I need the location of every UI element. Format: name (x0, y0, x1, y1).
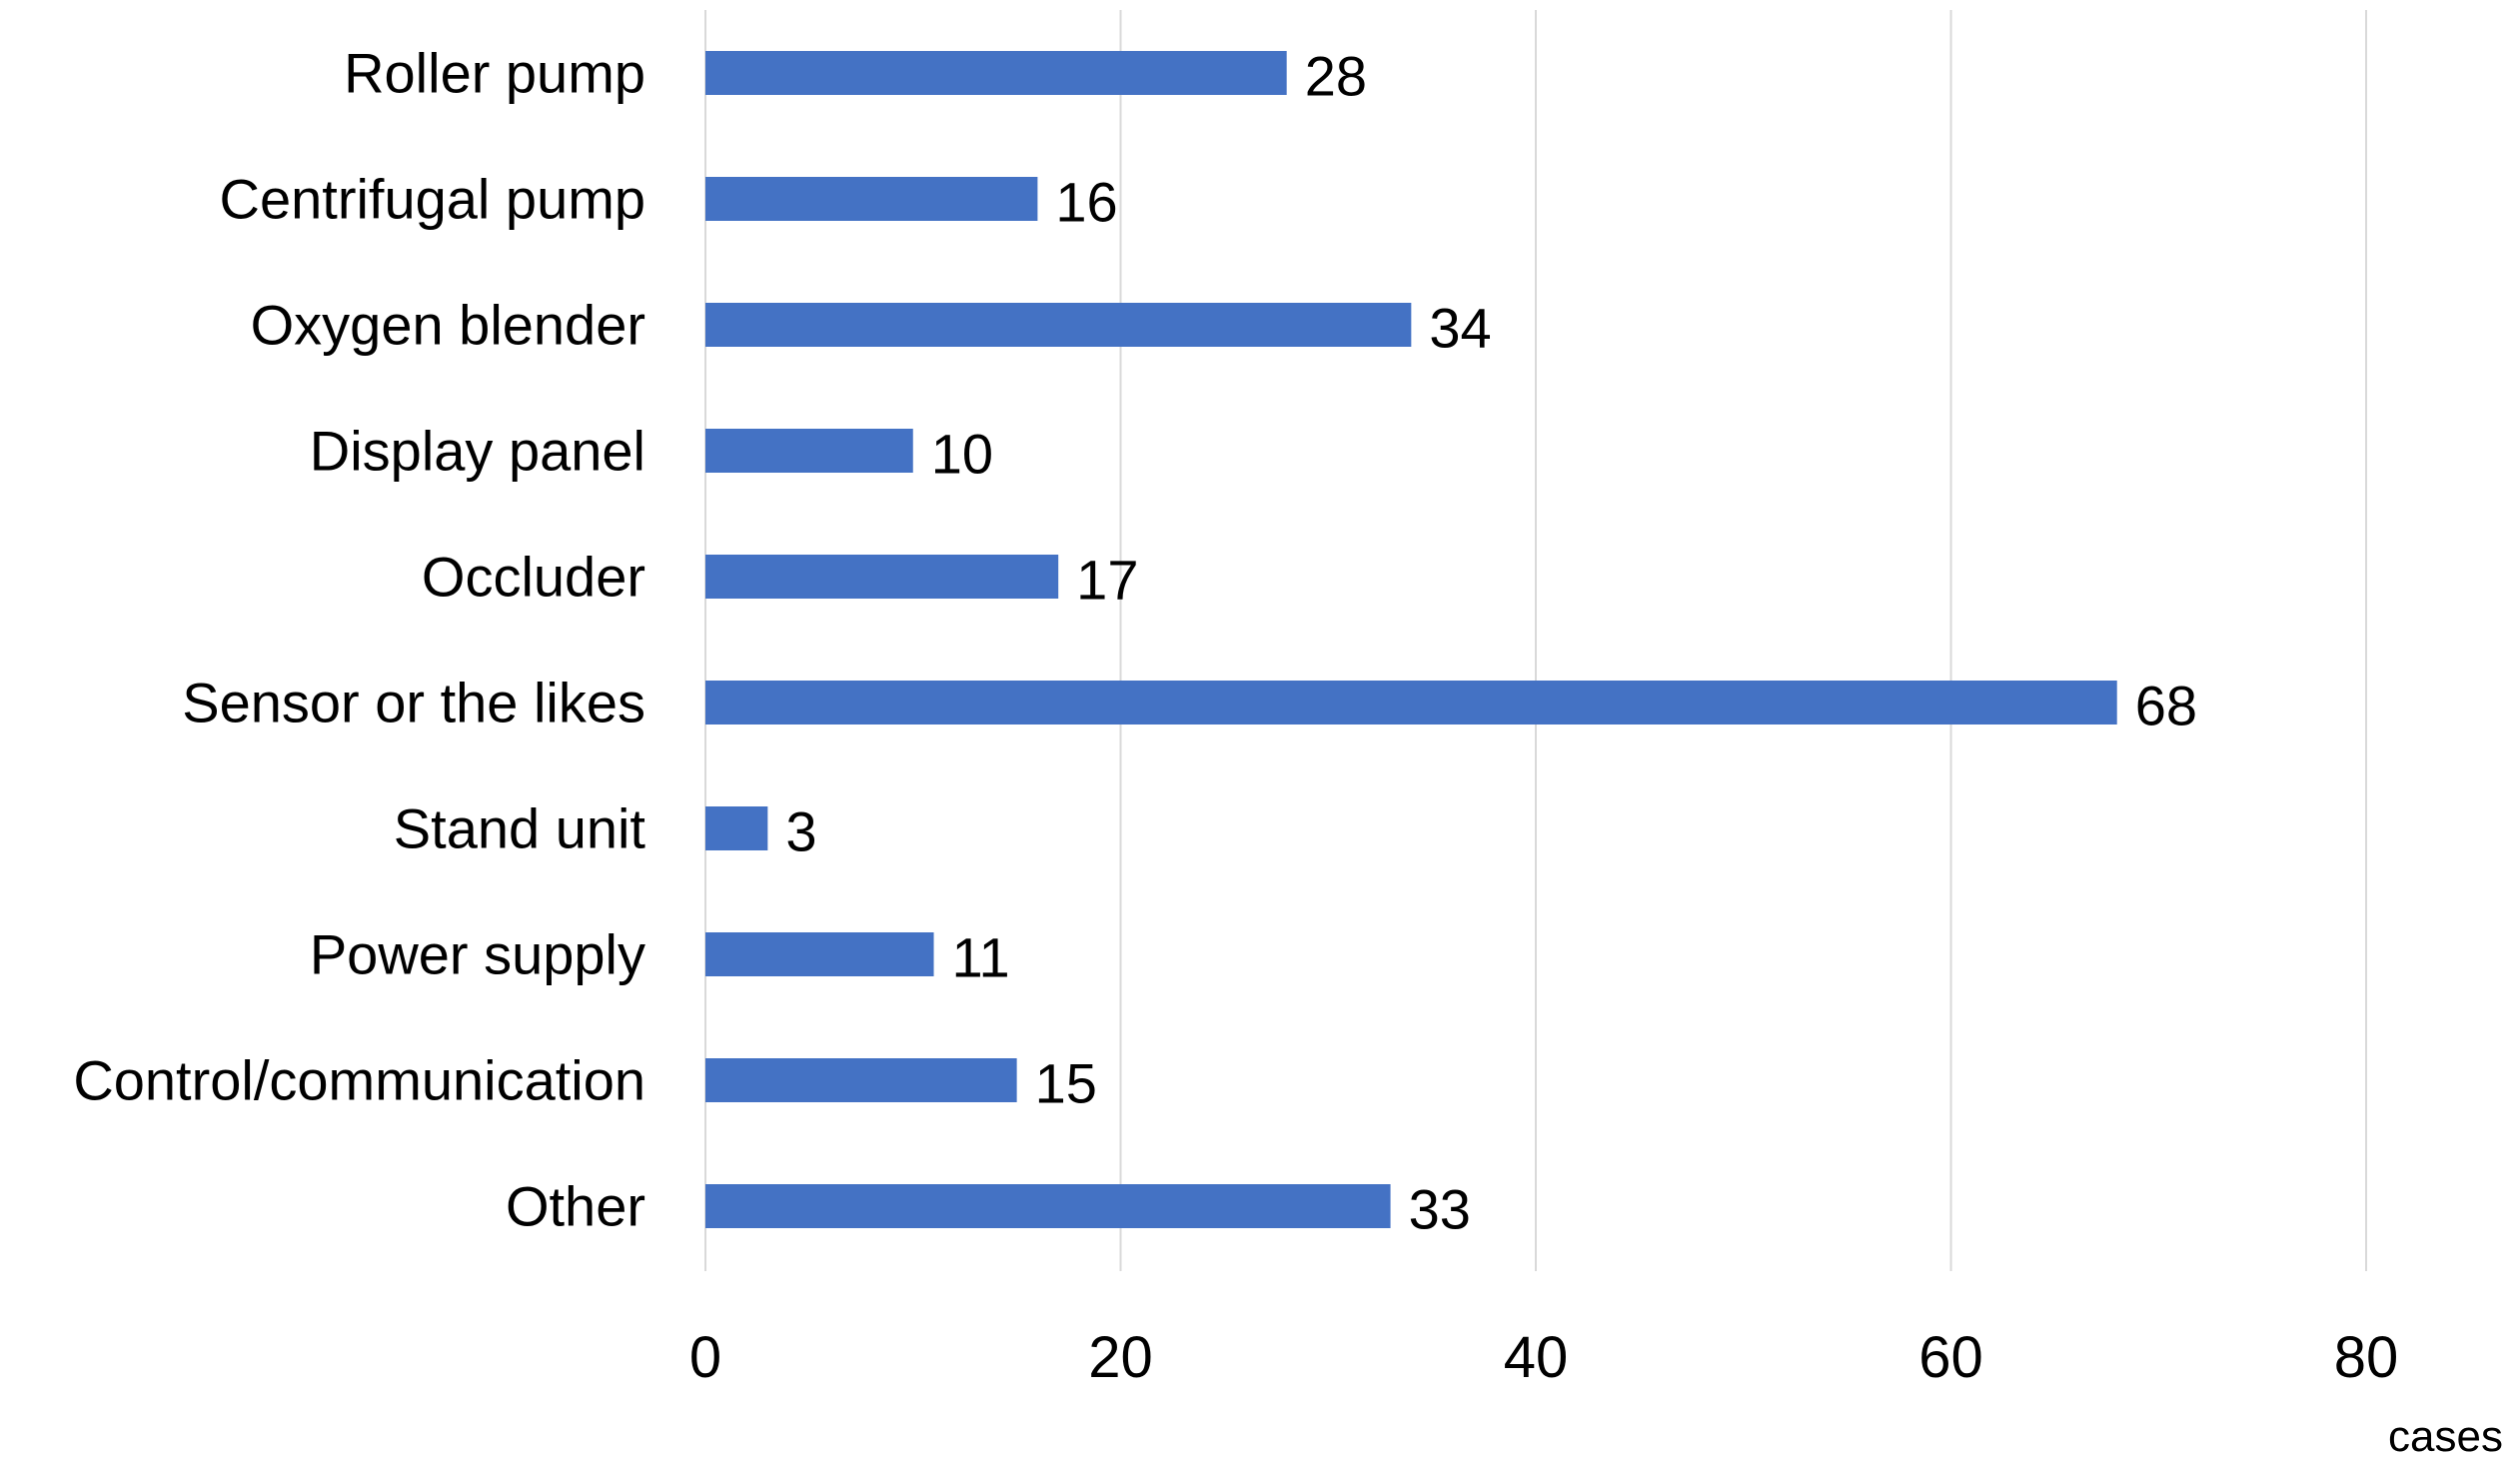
data-label-1: 16 (1055, 171, 1117, 234)
x-axis-tick-labels: 0 20 40 60 80 (689, 1325, 2398, 1390)
data-labels: 28 16 34 10 17 68 3 11 15 33 (785, 45, 2197, 1241)
category-label-7: Power supply (310, 923, 645, 986)
bar-6 (705, 806, 768, 850)
x-axis-title: cases (2388, 1412, 2503, 1461)
data-label-7: 11 (952, 926, 1010, 989)
data-label-5: 68 (2135, 675, 2197, 737)
category-label-9: Other (506, 1175, 645, 1238)
category-labels: Roller pump Centrifugal pump Oxygen blende… (73, 42, 645, 1238)
category-label-3: Display panel (310, 420, 645, 483)
data-label-6: 3 (785, 800, 816, 863)
bar-layer (705, 51, 2117, 1228)
bar-8 (705, 1058, 1017, 1102)
bar-1 (705, 177, 1038, 221)
x-tick-label-20: 20 (1088, 1325, 1153, 1390)
x-tick-label-0: 0 (689, 1325, 721, 1390)
bar-9 (705, 1184, 1391, 1228)
data-label-3: 10 (931, 423, 993, 486)
bar-3 (705, 429, 913, 473)
data-label-4: 17 (1076, 549, 1138, 612)
category-label-1: Centrifugal pump (220, 168, 645, 231)
x-tick-label-60: 60 (1918, 1325, 1983, 1390)
x-tick-label-40: 40 (1504, 1325, 1569, 1390)
data-label-2: 34 (1429, 297, 1491, 360)
bar-5 (705, 681, 2117, 725)
category-label-0: Roller pump (344, 42, 645, 105)
data-label-8: 15 (1035, 1052, 1097, 1115)
bar-4 (705, 555, 1059, 599)
category-label-5: Sensor or the likes (182, 672, 645, 734)
data-label-9: 33 (1409, 1178, 1471, 1241)
bar-2 (705, 303, 1412, 347)
data-label-0: 28 (1305, 45, 1367, 108)
category-label-8: Control/communication (73, 1049, 645, 1112)
category-label-2: Oxygen blender (251, 294, 645, 357)
category-label-4: Occluder (422, 546, 645, 609)
bar-7 (705, 932, 934, 976)
bar-0 (705, 51, 1287, 95)
category-label-6: Stand unit (394, 797, 646, 860)
x-tick-label-80: 80 (2334, 1325, 2399, 1390)
